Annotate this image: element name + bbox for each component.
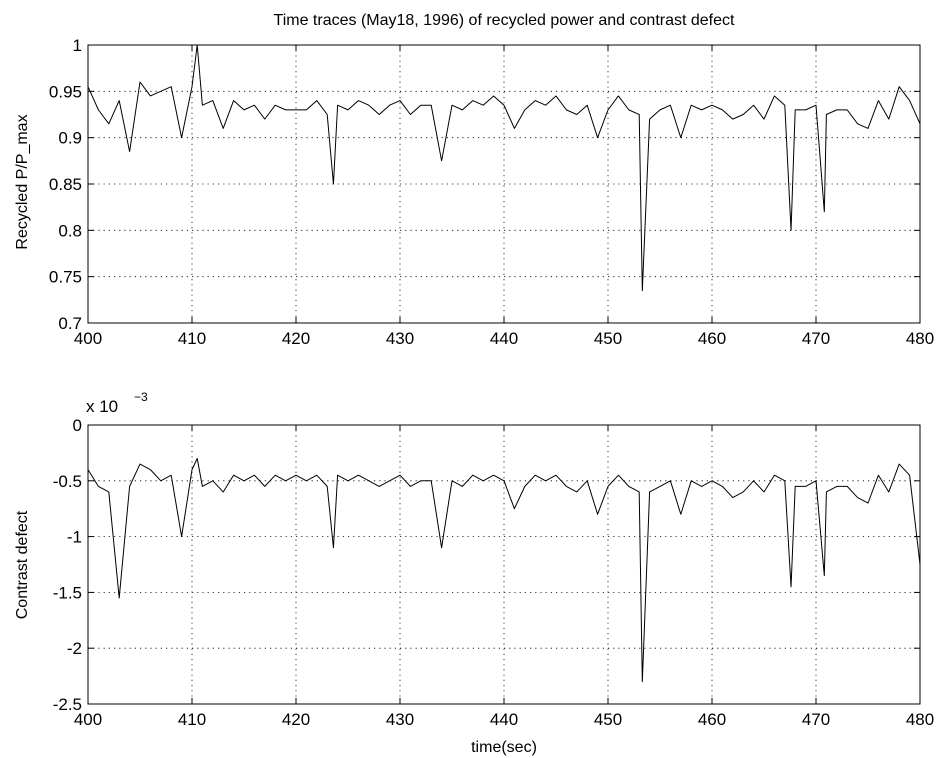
x-tick-label: 470: [802, 329, 830, 348]
plot-frame: [87, 424, 921, 705]
x-tick-label: 450: [594, 329, 622, 348]
chart-title: Time traces (May18, 1996) of recycled po…: [274, 12, 736, 29]
x-tick-label: 400: [74, 710, 102, 729]
x-tick-label: 460: [698, 710, 726, 729]
y-tick-label: -0.5: [53, 472, 82, 491]
y-tick-label: 0.9: [58, 129, 82, 148]
x-tick-label: 410: [178, 329, 206, 348]
x-tick-label: 430: [386, 710, 414, 729]
exponent-power: −3: [134, 390, 148, 404]
x-tick-label: 480: [906, 710, 934, 729]
x-tick-label: 420: [282, 710, 310, 729]
x-tick-label: 420: [282, 329, 310, 348]
x-tick-label: 430: [386, 329, 414, 348]
series-line: [87, 457, 921, 683]
y-axis-label-top: Recycled P/P_max: [14, 114, 31, 249]
exponent-base: x 10: [86, 397, 118, 416]
x-tick-label: 410: [178, 710, 206, 729]
y-tick-label: -2.5: [53, 695, 82, 714]
exponent-label: x 10 −3: [86, 390, 148, 416]
x-tick-label: 400: [74, 329, 102, 348]
bottom-axes: 400 410 420 430 440 450 460 470 480 0 -0.5 -1 -1.5 -2…: [53, 416, 934, 729]
x-tick-label: 440: [490, 329, 518, 348]
y-tick-label: 0.95: [49, 82, 82, 101]
y-tick-label: 0: [73, 416, 82, 435]
x-tick-label: 460: [698, 329, 726, 348]
y-tick-label: 0.7: [58, 314, 82, 333]
y-tick-label: -1.5: [53, 583, 82, 602]
y-tick-label: 0.8: [58, 221, 82, 240]
x-tick-label: 450: [594, 710, 622, 729]
series-line: [87, 44, 921, 292]
x-tick-label: 480: [906, 329, 934, 348]
plot-frame: [87, 44, 921, 324]
y-tick-label: -1: [67, 528, 82, 547]
y-tick-label: -2: [67, 639, 82, 658]
x-tick-label: 470: [802, 710, 830, 729]
x-axis-label: time(sec): [471, 739, 537, 756]
top-axes: 400 410 420 430 440 450 460 470 480 0.7 0.75 0.8 0.8…: [49, 36, 934, 348]
y-tick-label: 0.85: [49, 175, 82, 194]
y-axis-label-bottom: Contrast defect: [14, 510, 31, 619]
y-tick-label: 1: [73, 36, 82, 55]
y-tick-label: 0.75: [49, 268, 82, 287]
x-tick-label: 440: [490, 710, 518, 729]
